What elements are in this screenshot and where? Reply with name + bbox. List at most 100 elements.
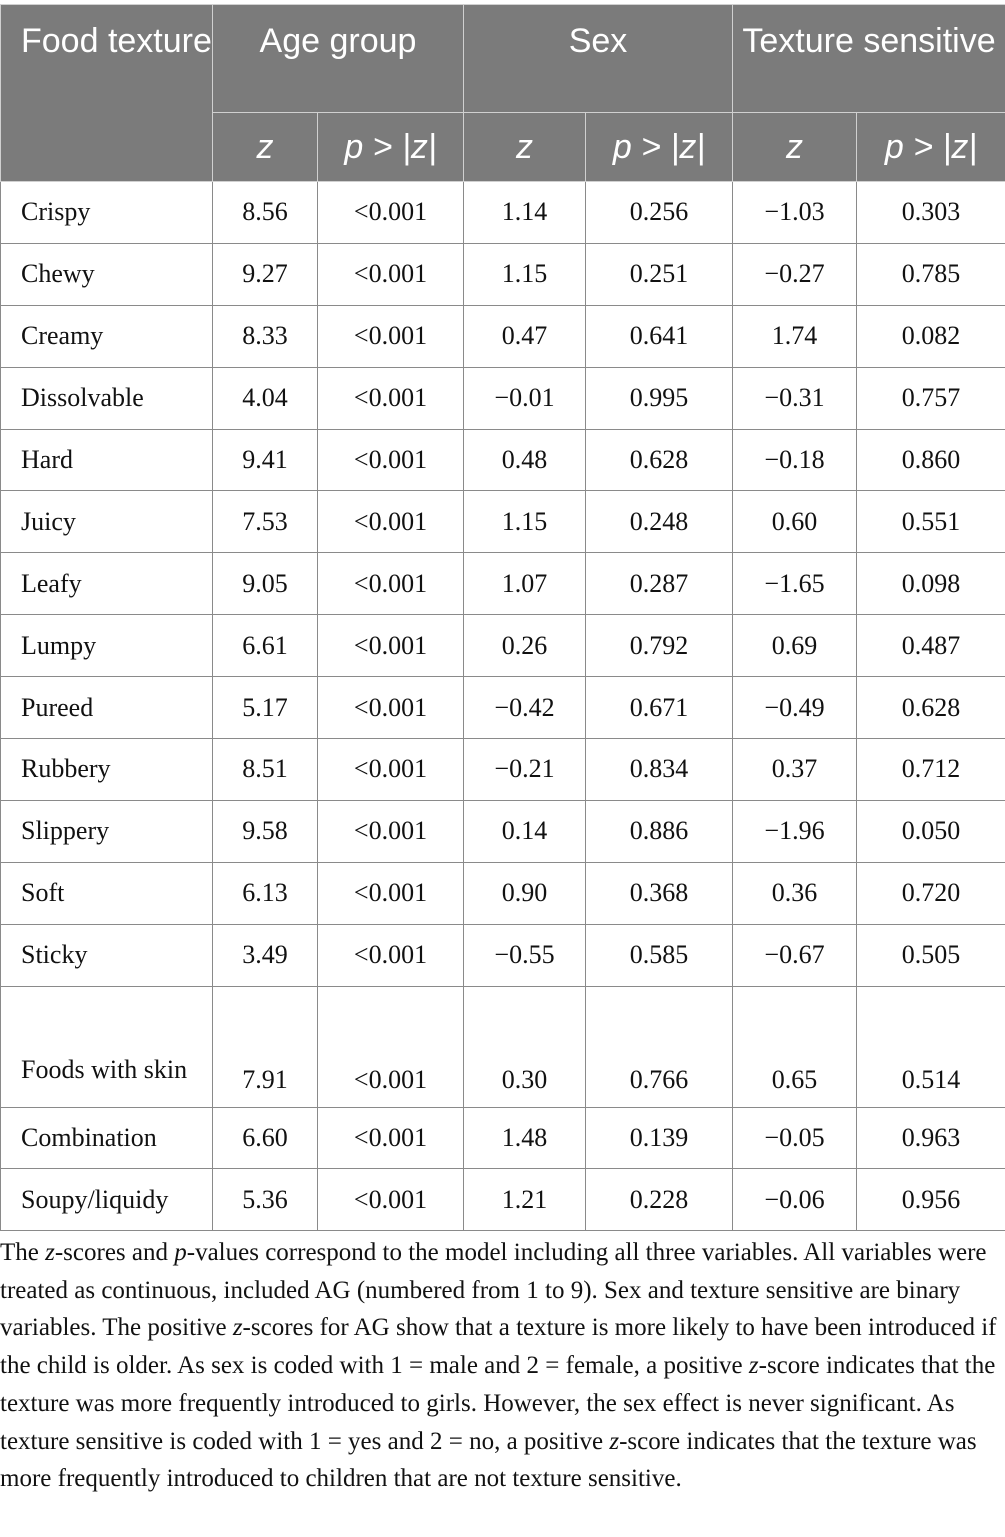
table-cell: 0.628	[855, 676, 1005, 740]
footnote-z-symbol: z	[232, 1314, 243, 1342]
table-cell: 0.228	[585, 1168, 733, 1232]
row-label: Rubbery	[0, 738, 213, 801]
table-cell: 0.712	[855, 738, 1005, 801]
table-cell: 1.07	[463, 552, 586, 616]
table-row: Soft 6.13 <0.001 0.90 0.368 0.36 0.720	[0, 861, 1005, 925]
footnote-text: The	[0, 1239, 46, 1266]
table-cell: −0.27	[732, 242, 857, 306]
header-age-group: Age group	[212, 4, 464, 113]
table-cell: 0.505	[855, 923, 1005, 987]
header-food-texture: Food texture	[0, 4, 213, 182]
table-row: Crispy 8.56 <0.001 1.14 0.256 −1.03 0.303	[0, 181, 1005, 244]
table-cell: 3.49	[212, 923, 318, 987]
table-cell: −0.18	[732, 428, 857, 492]
table-cell: 6.13	[212, 861, 318, 925]
table-cell: 0.303	[855, 181, 1005, 244]
table-row: Dissolvable 4.04 <0.001 −0.01 0.995 −0.31 0.75…	[0, 366, 1005, 430]
header-age-z: z	[212, 112, 318, 182]
table-cell: <0.001	[317, 366, 464, 430]
table-row: Juicy 7.53 <0.001 1.15 0.248 0.60 0.551	[0, 490, 1005, 554]
table-cell: 4.04	[212, 366, 318, 430]
header-ts-p: p > |z|	[855, 112, 1005, 182]
table-cell: 6.60	[212, 1106, 318, 1170]
table-cell: −0.42	[463, 676, 586, 740]
table-cell: 0.251	[585, 242, 733, 306]
table-cell: 0.860	[855, 428, 1005, 492]
table-cell: <0.001	[317, 242, 464, 306]
footnote-text: -values correspond to the model includin…	[0, 1239, 987, 1342]
table-cell: 0.585	[585, 923, 733, 987]
table-cell: 1.15	[463, 490, 586, 554]
table-footnote: The z-scores and p-values correspond to …	[0, 1234, 1003, 1498]
header-row-groups: Food texture Age group Sex Texture sensi…	[0, 4, 1005, 182]
footnote-z-symbol: z	[45, 1239, 55, 1266]
header-sex: Sex	[463, 4, 733, 113]
table-cell: 0.956	[855, 1168, 1005, 1232]
row-label: Sticky	[0, 923, 213, 987]
table-cell: 1.48	[463, 1106, 586, 1170]
table-cell: 9.58	[212, 799, 318, 863]
footnote-z-symbol: z	[609, 1427, 620, 1455]
table-cell: 0.995	[585, 366, 733, 430]
table-cell: 0.792	[585, 614, 733, 678]
table-cell: <0.001	[317, 552, 464, 616]
row-label: Pureed	[0, 676, 213, 740]
table-row: Sticky 3.49 <0.001 −0.55 0.585 −0.67 0.505	[0, 923, 1005, 987]
table-cell: 0.256	[585, 181, 733, 244]
table-cell: 8.33	[212, 304, 318, 368]
row-label: Soupy/liquidy	[0, 1168, 213, 1232]
table-cell: −0.06	[732, 1168, 857, 1232]
table-cell: −0.55	[463, 923, 586, 987]
row-label: Lumpy	[0, 614, 213, 678]
table-cell: 0.641	[585, 304, 733, 368]
row-label: Soft	[0, 861, 213, 925]
table-cell: 0.90	[463, 861, 586, 925]
table-cell: 0.671	[585, 676, 733, 740]
row-label: Crispy	[0, 181, 213, 244]
table-row: Hard 9.41 <0.001 0.48 0.628 −0.18 0.860	[0, 428, 1005, 492]
table-cell: <0.001	[317, 304, 464, 368]
table-cell: <0.001	[317, 923, 464, 987]
row-label: Creamy	[0, 304, 213, 368]
table-cell: −0.01	[463, 366, 586, 430]
table-cell: <0.001	[317, 985, 464, 1108]
table-cell: 0.514	[855, 985, 1005, 1108]
footnote-z-symbol: z	[748, 1352, 759, 1380]
table-row: Combination 6.60 <0.001 1.48 0.139 −0.05 0.963	[0, 1106, 1005, 1170]
table-cell: 0.766	[585, 985, 733, 1108]
table-cell: 7.53	[212, 490, 318, 554]
table-cell: <0.001	[317, 1168, 464, 1232]
table-cell: 0.098	[855, 552, 1005, 616]
table-row: Rubbery 8.51 <0.001 −0.21 0.834 0.37 0.712	[0, 738, 1005, 801]
table-cell: −1.96	[732, 799, 857, 863]
table-cell: 0.050	[855, 799, 1005, 863]
header-sex-z: z	[463, 112, 586, 182]
table-cell: 1.15	[463, 242, 586, 306]
row-label: Juicy	[0, 490, 213, 554]
table-row: Pureed 5.17 <0.001 −0.42 0.671 −0.49 0.628	[0, 676, 1005, 740]
table-cell: 0.487	[855, 614, 1005, 678]
table-row: Slippery 9.58 <0.001 0.14 0.886 −1.96 0.050	[0, 799, 1005, 863]
table-cell: 0.60	[732, 490, 857, 554]
table-cell: <0.001	[317, 490, 464, 554]
table-cell: −1.65	[732, 552, 857, 616]
table-cell: 0.37	[732, 738, 857, 801]
table-cell: <0.001	[317, 676, 464, 740]
table-row: Leafy 9.05 <0.001 1.07 0.287 −1.65 0.098	[0, 552, 1005, 616]
table-cell: <0.001	[317, 614, 464, 678]
table-cell: 0.47	[463, 304, 586, 368]
table-cell: 0.834	[585, 738, 733, 801]
table-cell: 0.886	[585, 799, 733, 863]
table-cell: 6.61	[212, 614, 318, 678]
table-cell: 0.287	[585, 552, 733, 616]
row-label: Leafy	[0, 552, 213, 616]
table-cell: −1.03	[732, 181, 857, 244]
table-cell: 0.139	[585, 1106, 733, 1170]
footnote-p-symbol: p	[174, 1239, 187, 1266]
table-cell: 1.74	[732, 304, 857, 368]
footnote-text: -scores and	[54, 1239, 175, 1266]
table-cell: 9.41	[212, 428, 318, 492]
header-age-p: p > |z|	[317, 112, 464, 182]
table-cell: 0.65	[732, 985, 857, 1108]
table-row: Soupy/liquidy 5.36 <0.001 1.21 0.228 −0.06 0.9…	[0, 1168, 1005, 1232]
